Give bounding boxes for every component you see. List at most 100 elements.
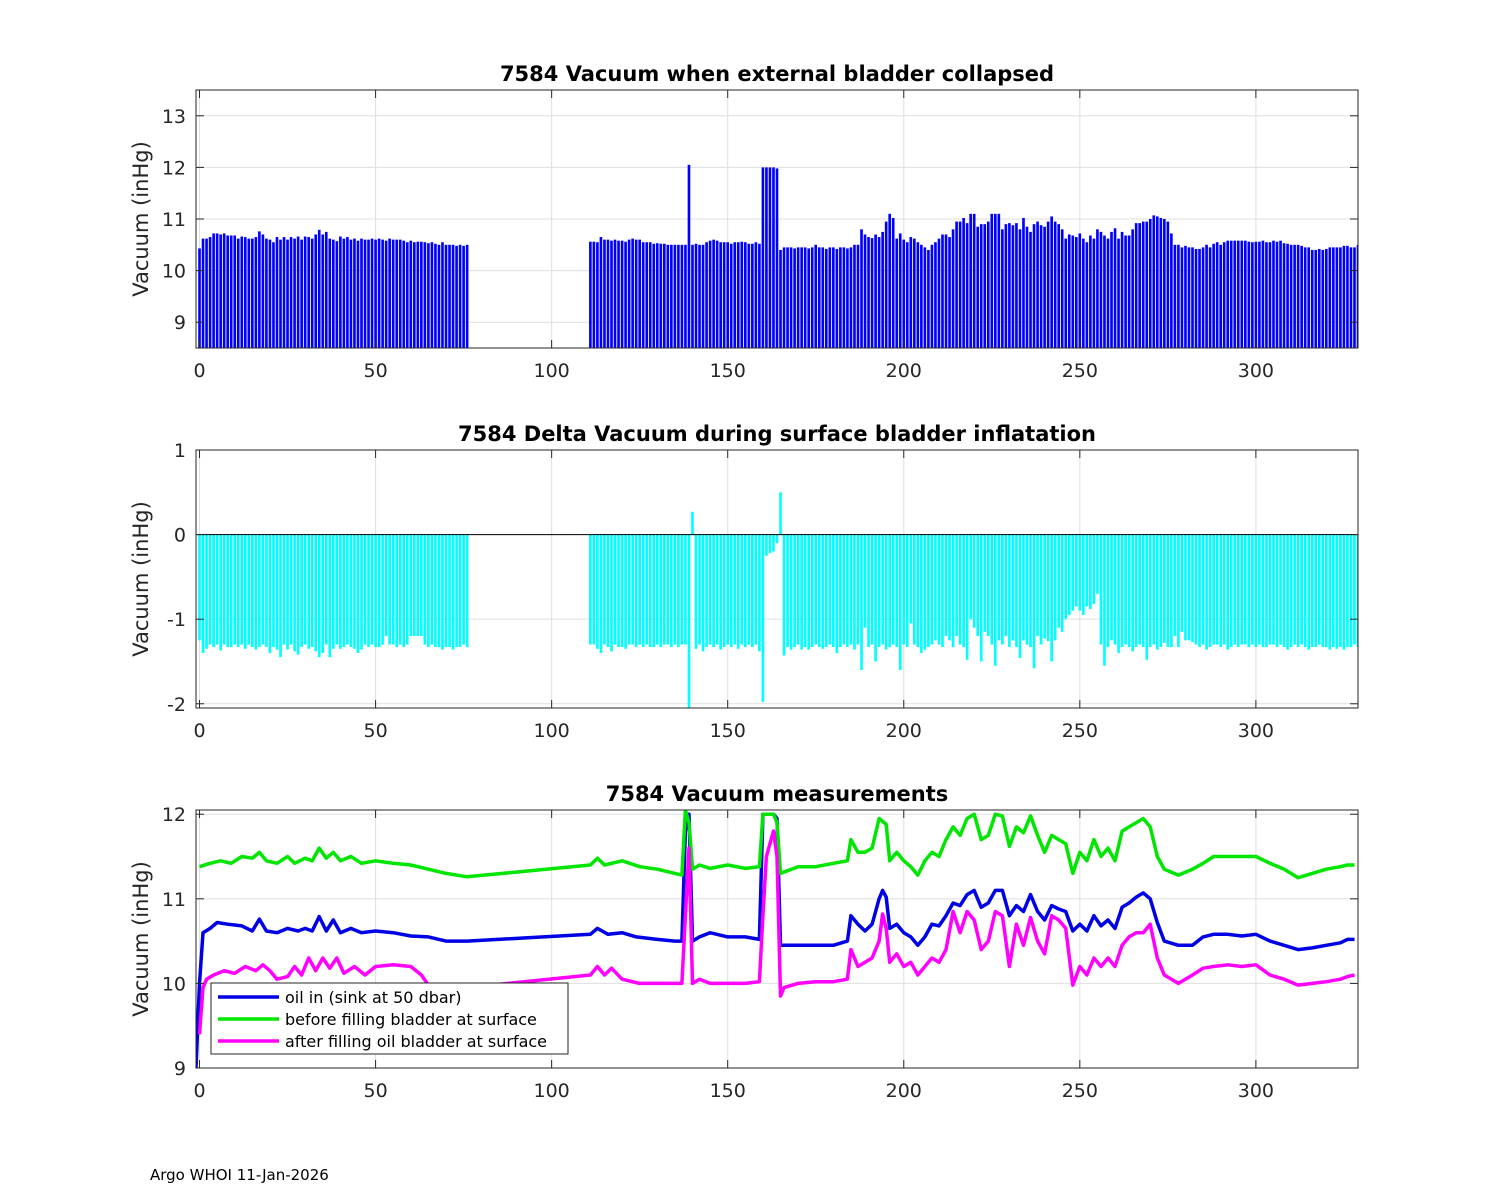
bar — [208, 237, 212, 348]
bar — [1067, 234, 1071, 348]
bar — [596, 242, 599, 348]
bar — [930, 244, 934, 348]
bar — [1219, 244, 1222, 348]
bar — [712, 534, 715, 648]
y-axis-label: Vacuum (inHg) — [129, 501, 153, 657]
bar — [874, 234, 877, 348]
chart-title: 7584 Vacuum when external bladder collap… — [500, 62, 1054, 86]
bar — [1321, 534, 1325, 648]
bar — [1018, 229, 1022, 348]
y-tick-label: 11 — [162, 889, 186, 911]
bar — [986, 221, 990, 348]
bar — [694, 243, 698, 348]
bar — [775, 168, 779, 348]
bar — [1251, 534, 1254, 645]
chart-panel-3: 0 50 100 150 200 250 300 9 10 11 12 7584 Vacuum mea… — [129, 782, 1359, 1102]
bar — [356, 534, 360, 654]
bar — [729, 243, 733, 348]
bar — [205, 238, 208, 348]
bar — [983, 224, 987, 348]
bar — [997, 213, 1001, 348]
bar — [265, 534, 268, 648]
bar — [1092, 534, 1096, 604]
bar — [786, 247, 789, 348]
bar — [592, 534, 596, 645]
bar — [786, 534, 789, 648]
bar — [1275, 534, 1279, 648]
bar — [603, 239, 606, 348]
bar — [243, 237, 247, 348]
bar — [613, 239, 617, 348]
bar — [275, 534, 279, 650]
bar — [1145, 221, 1149, 348]
bar — [293, 238, 296, 348]
bar — [589, 241, 592, 348]
bar — [1089, 235, 1092, 348]
bar — [687, 164, 691, 348]
bar — [342, 238, 346, 348]
bar — [835, 248, 839, 348]
bar — [1057, 224, 1061, 348]
x-tick-label: 200 — [886, 360, 922, 382]
bar — [1127, 534, 1131, 648]
bar — [268, 239, 272, 348]
bar — [638, 534, 641, 645]
bar — [754, 534, 758, 645]
bar — [441, 242, 444, 348]
bar — [979, 534, 983, 662]
bar — [226, 235, 230, 348]
bar — [310, 238, 314, 348]
bar — [1039, 225, 1043, 348]
bar — [226, 534, 230, 648]
x-tick-label: 100 — [534, 360, 570, 382]
bar — [976, 226, 980, 348]
bar — [1321, 249, 1325, 348]
bar — [398, 239, 402, 348]
bar — [1198, 534, 1201, 648]
bar — [606, 239, 610, 348]
bar — [990, 534, 994, 645]
bar — [1141, 534, 1145, 648]
bar — [765, 534, 768, 556]
bar — [324, 231, 328, 348]
bar — [233, 235, 237, 348]
bar — [317, 229, 321, 348]
bar — [736, 534, 740, 649]
bar — [212, 233, 215, 348]
y-tick-label: 10 — [162, 973, 186, 995]
bar — [289, 237, 293, 348]
bar — [412, 242, 416, 348]
bar — [229, 235, 233, 348]
bar — [927, 249, 930, 348]
chart-title: 7584 Delta Vacuum during surface bladder… — [458, 422, 1096, 446]
y-tick-label: -2 — [167, 694, 186, 716]
bar — [803, 534, 807, 648]
bar — [1233, 240, 1237, 348]
bar — [877, 237, 881, 348]
bar — [1201, 247, 1205, 348]
bar — [1191, 247, 1194, 348]
bar — [610, 534, 613, 652]
bar — [898, 233, 902, 348]
bar — [314, 534, 318, 652]
bar — [307, 237, 310, 348]
bar — [958, 221, 962, 348]
bar — [1258, 534, 1261, 645]
bar — [1071, 534, 1075, 611]
bar — [610, 240, 613, 348]
plot-marks — [196, 492, 1358, 708]
bar — [1300, 534, 1303, 645]
bar — [916, 534, 920, 648]
bar — [1342, 534, 1346, 650]
bar — [1131, 534, 1134, 652]
bar — [962, 534, 965, 648]
bar — [1296, 534, 1300, 648]
x-tick-label: 50 — [363, 720, 387, 742]
bar — [1082, 238, 1085, 348]
bar — [673, 534, 677, 645]
bar — [317, 534, 321, 658]
bar — [677, 244, 680, 348]
bar — [405, 534, 409, 645]
bar — [1163, 219, 1166, 348]
bar — [1148, 534, 1152, 648]
